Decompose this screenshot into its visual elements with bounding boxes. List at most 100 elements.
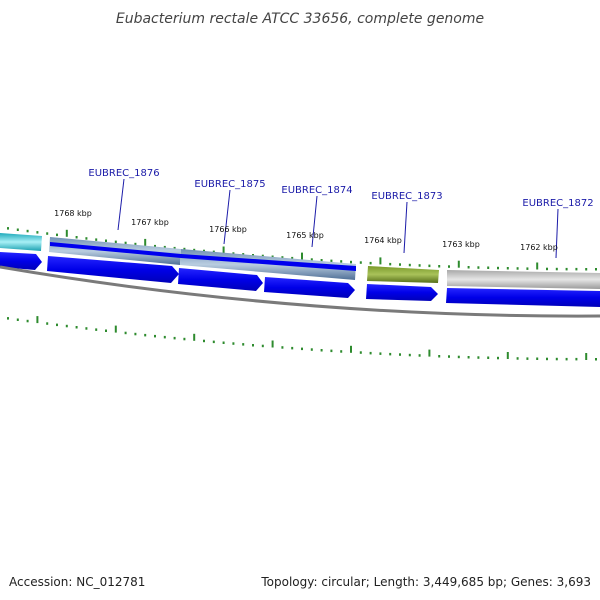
- major-tick: [379, 257, 382, 265]
- blast-hit-track: [0, 233, 600, 289]
- minor-tick: [526, 267, 529, 270]
- minor-tick: [56, 323, 58, 327]
- minor-tick: [477, 266, 480, 269]
- minor-tick: [114, 240, 117, 244]
- minor-tick: [408, 353, 411, 357]
- minor-tick: [565, 267, 568, 271]
- accession-text: Accession: NC_012781: [9, 575, 145, 589]
- minor-tick: [310, 258, 313, 261]
- major-tick: [506, 352, 509, 359]
- gene-label[interactable]: EUBREC_1876: [88, 168, 159, 179]
- minor-tick: [310, 348, 313, 351]
- minor-tick: [65, 324, 68, 328]
- kbp-label: 1768 kbp: [54, 209, 92, 218]
- cds-arrow-1874: [264, 277, 355, 298]
- minor-tick: [291, 256, 294, 260]
- cds-arrow-1872: [446, 288, 600, 307]
- minor-tick: [359, 261, 362, 264]
- blue-hit-segment-1875: [180, 249, 356, 280]
- gene-callout-line: [403, 201, 408, 254]
- gene-label[interactable]: EUBREC_1874: [281, 185, 352, 196]
- gene-label[interactable]: EUBREC_1875: [194, 179, 265, 190]
- minor-tick: [271, 255, 274, 258]
- minor-tick: [506, 267, 509, 270]
- minor-tick: [105, 239, 107, 242]
- minor-tick: [408, 263, 411, 267]
- minor-tick: [281, 346, 284, 349]
- cds-arrow-1875: [178, 268, 263, 291]
- minor-tick: [536, 357, 539, 360]
- minor-tick: [330, 349, 333, 353]
- grey-hit-segment-1872: [447, 270, 600, 289]
- minor-tick: [448, 355, 450, 358]
- minor-tick: [428, 264, 431, 268]
- major-tick: [457, 260, 460, 268]
- minor-tick: [487, 356, 490, 359]
- minor-tick: [555, 267, 558, 271]
- major-tick: [301, 252, 303, 260]
- minor-tick: [448, 265, 450, 268]
- gene-callout-line: [311, 195, 318, 248]
- minor-tick: [467, 356, 470, 359]
- minor-tick: [7, 227, 9, 230]
- minor-tick: [134, 242, 137, 246]
- major-tick: [114, 325, 117, 333]
- gene-callout-line: [223, 189, 231, 245]
- kbp-label: 1766 kbp: [209, 225, 247, 234]
- cds-bar-1876-top: [50, 242, 181, 258]
- genome-summary-text: Topology: circular; Length: 3,449,685 bp…: [260, 575, 591, 589]
- minor-tick: [340, 260, 343, 263]
- minor-tick: [399, 353, 401, 356]
- minor-tick: [340, 350, 343, 353]
- minor-tick: [252, 344, 254, 347]
- minor-tick: [350, 260, 352, 264]
- major-tick: [222, 246, 225, 254]
- minor-tick: [242, 343, 245, 346]
- kbp-label: 1762 kbp: [520, 243, 558, 252]
- minor-tick: [516, 357, 519, 360]
- minor-tick: [438, 265, 441, 268]
- cyan-hit-segment: [0, 233, 42, 251]
- minor-tick: [193, 248, 196, 252]
- minor-tick: [595, 358, 597, 361]
- major-tick: [65, 229, 68, 237]
- minor-tick: [359, 351, 362, 354]
- minor-tick: [585, 268, 588, 271]
- minor-tick: [134, 332, 137, 336]
- minor-tick: [124, 241, 127, 245]
- minor-tick: [124, 331, 127, 335]
- minor-tick: [95, 328, 98, 331]
- minor-tick: [173, 336, 176, 340]
- minor-tick: [56, 233, 58, 237]
- gene-callout-line: [117, 178, 125, 231]
- minor-tick: [389, 352, 392, 356]
- gene-label[interactable]: EUBREC_1872: [522, 198, 593, 209]
- minor-tick: [144, 333, 147, 337]
- minor-tick: [546, 357, 548, 361]
- olive-hit-segment-1873: [367, 266, 439, 283]
- gene-label[interactable]: EUBREC_1873: [371, 191, 442, 202]
- minor-tick: [320, 259, 323, 262]
- minor-tick: [497, 356, 499, 360]
- major-tick: [428, 349, 431, 357]
- minor-tick: [16, 228, 19, 231]
- minor-tick: [26, 229, 29, 233]
- minor-tick: [497, 266, 499, 270]
- minor-tick: [95, 238, 98, 241]
- major-tick: [144, 238, 147, 246]
- minor-tick: [565, 357, 568, 361]
- minor-tick: [477, 356, 480, 359]
- kbp-tick-track-outer: [7, 227, 597, 271]
- minor-tick: [555, 357, 558, 361]
- minor-tick: [154, 334, 156, 338]
- kbp-label-layer: 1768 kbp 1767 kbp 1766 kbp 1765 kbp 1764 kbp…: [54, 209, 558, 252]
- minor-tick: [183, 337, 186, 341]
- kbp-tick-track-inner: [7, 316, 597, 361]
- minor-tick: [516, 267, 519, 270]
- minor-tick: [85, 237, 88, 240]
- gene-callout-line: [555, 208, 559, 259]
- minor-tick: [232, 342, 235, 345]
- minor-tick: [46, 322, 49, 325]
- minor-tick: [26, 319, 29, 323]
- cds-arrow-left: [0, 252, 42, 270]
